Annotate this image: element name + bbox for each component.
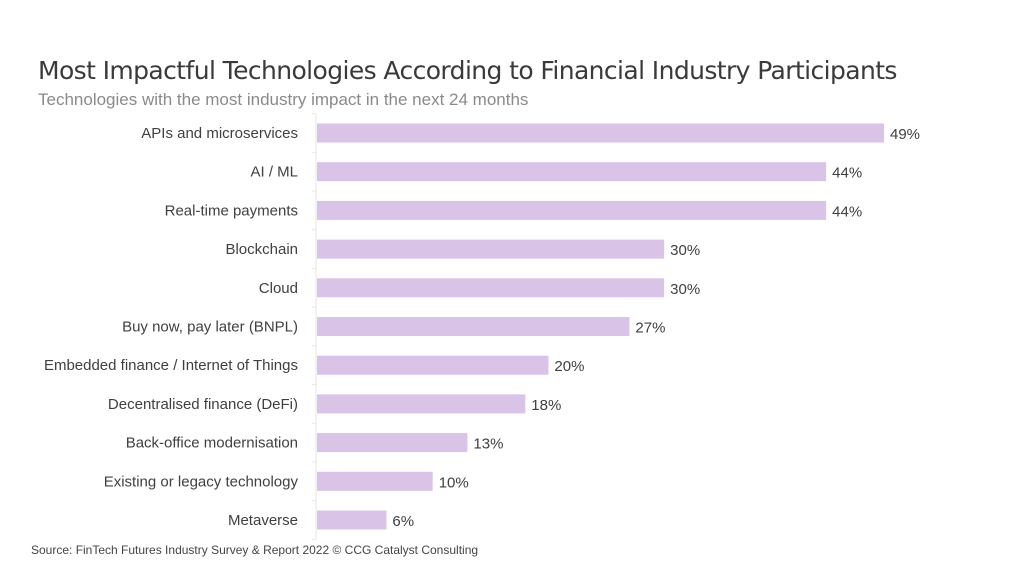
bar <box>317 162 827 182</box>
chart-subtitle: Technologies with the most industry impa… <box>38 90 529 109</box>
category-label: AI / ML <box>250 164 298 181</box>
category-label: Real-time payments <box>165 202 298 219</box>
category-label: Metaverse <box>228 512 298 529</box>
category-label: Embedded finance / Internet of Things <box>44 357 298 374</box>
bar <box>317 278 665 298</box>
category-label: Decentralised finance (DeFi) <box>108 396 298 413</box>
category-label: APIs and microservices <box>141 125 298 142</box>
category-label: Existing or legacy technology <box>104 473 299 490</box>
data-label: 44% <box>832 203 862 220</box>
chart-title: Most Impactful Technologies According to… <box>38 56 897 85</box>
data-label: 10% <box>439 474 469 491</box>
data-label: 49% <box>890 126 920 143</box>
y-axis <box>312 113 317 540</box>
bar <box>317 433 468 453</box>
source-note: Source: FinTech Futures Industry Survey … <box>31 543 479 557</box>
category-label: Buy now, pay later (BNPL) <box>122 319 298 336</box>
bar <box>317 510 387 530</box>
data-label: 20% <box>554 358 584 375</box>
category-label: Blockchain <box>225 241 298 258</box>
data-label: 44% <box>832 165 862 182</box>
bar <box>317 355 549 375</box>
category-label: Back-office modernisation <box>126 435 298 452</box>
bar <box>317 471 433 491</box>
data-label: 30% <box>670 281 700 298</box>
data-label: 30% <box>670 242 700 259</box>
bars-layer: APIs and microservices 49% AI / ML 44% Real-… <box>44 123 920 530</box>
bar <box>317 200 827 220</box>
bar <box>317 123 884 143</box>
bar <box>317 317 630 336</box>
bar <box>317 394 526 414</box>
data-label: 13% <box>473 436 503 453</box>
data-label: 18% <box>531 397 561 414</box>
data-label: 27% <box>635 320 665 337</box>
data-label: 6% <box>392 513 414 530</box>
category-label: Cloud <box>259 280 298 297</box>
bar <box>317 239 665 259</box>
